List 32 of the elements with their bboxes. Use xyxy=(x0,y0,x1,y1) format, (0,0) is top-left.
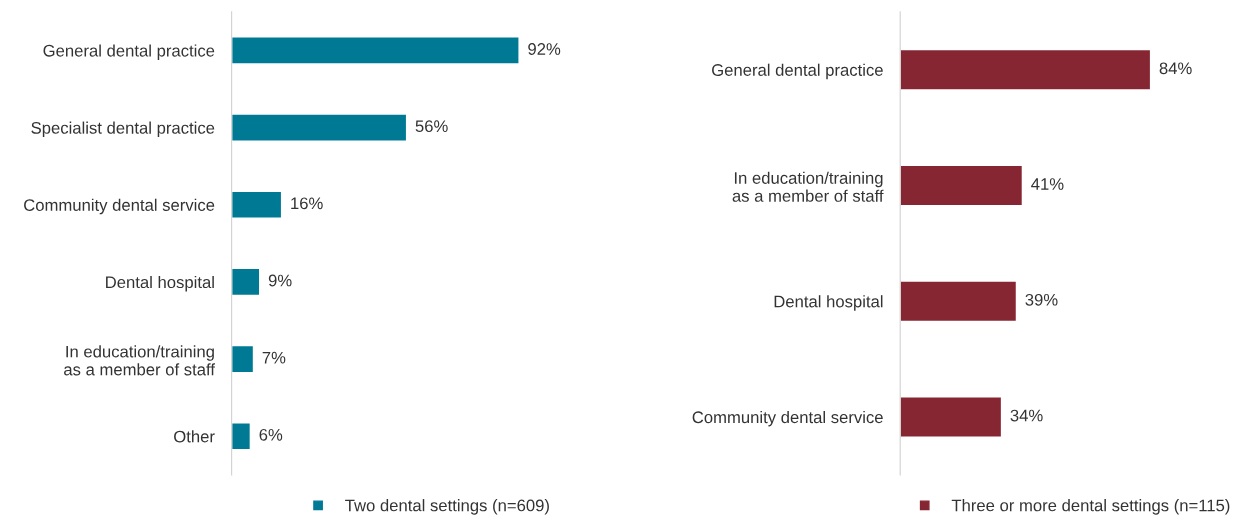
bar xyxy=(231,190,283,219)
bar xyxy=(900,48,1152,91)
data-label: 84% xyxy=(1159,62,1192,75)
data-label: 16% xyxy=(291,197,323,210)
y-tick-label: Specialist dental practice xyxy=(31,121,215,138)
bar xyxy=(231,113,408,142)
y-tick-label: General dental practice xyxy=(43,44,215,60)
data-label: 6% xyxy=(259,428,283,441)
data-label: 34% xyxy=(1010,409,1043,422)
bar xyxy=(231,36,520,65)
y-tick-label: In education/training as a member of staff xyxy=(732,171,884,202)
data-label: 9% xyxy=(268,274,292,287)
y-tick-label: Dental hospital xyxy=(106,275,214,292)
data-label: 7% xyxy=(262,351,286,364)
legend-label: Two dental settings (n=609) xyxy=(345,499,549,515)
y-tick-label: In education/training as a member of staff xyxy=(64,345,215,376)
legend-label: Three or more dental settings (n=115) xyxy=(951,499,1230,515)
data-label: 92% xyxy=(528,43,561,55)
bar xyxy=(231,267,261,297)
y-tick-label: Community dental service xyxy=(692,410,883,427)
data-label: 41% xyxy=(1031,178,1064,190)
bar xyxy=(900,164,1024,207)
data-label: 56% xyxy=(415,120,448,133)
y-tick-label: General dental practice xyxy=(712,63,883,80)
bar xyxy=(900,396,1003,438)
bar xyxy=(231,422,252,451)
bar xyxy=(900,280,1018,323)
y-tick-label: Other xyxy=(174,430,215,443)
bar xyxy=(231,344,255,374)
data-label: 39% xyxy=(1025,293,1058,306)
y-tick-label: Community dental service xyxy=(24,198,215,215)
y-tick-label: Dental hospital xyxy=(774,295,883,311)
